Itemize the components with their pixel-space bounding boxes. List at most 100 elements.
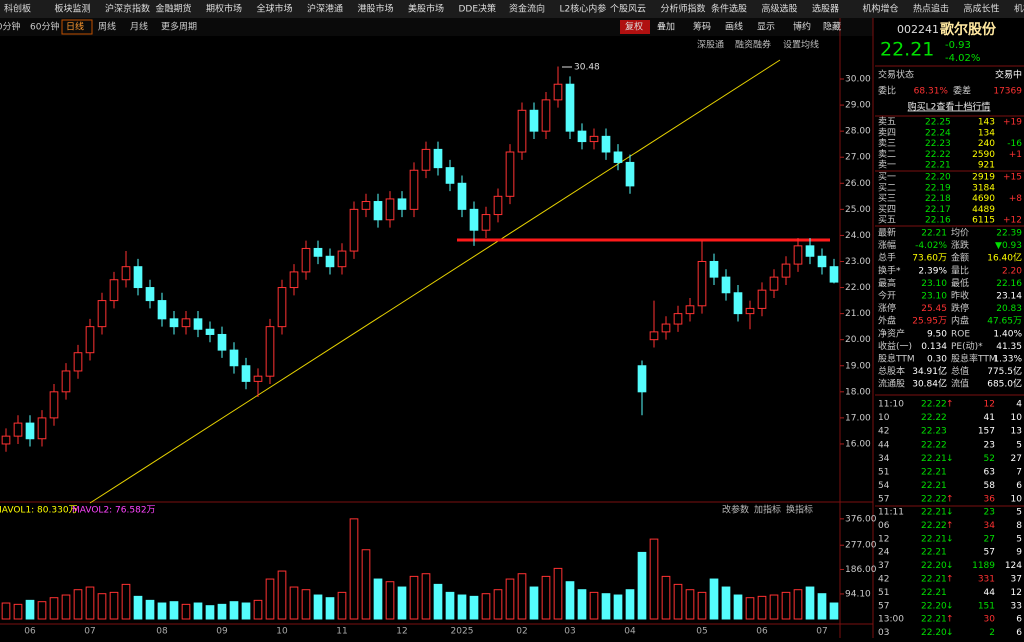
candle-body <box>217 333 227 351</box>
period-button[interactable]: 60分钟 <box>30 21 59 33</box>
tool-button[interactable]: 复权 <box>625 21 643 33</box>
candle-body <box>325 255 335 268</box>
toolbar <box>0 18 873 36</box>
stat-value: 22.16 <box>996 279 1022 289</box>
candle-body <box>157 300 167 320</box>
menu-item[interactable]: 热点追击 <box>913 3 949 15</box>
tick-volume: 41 <box>984 413 995 423</box>
menu-item[interactable]: 分析师指数 <box>661 3 706 15</box>
menu-item[interactable]: 个股风云 <box>610 4 646 15</box>
book-price: 22.16 <box>925 216 951 226</box>
tick-volume: 157 <box>978 427 995 437</box>
stat-value: 22.39 <box>996 229 1022 239</box>
book-label: 卖一 <box>878 160 896 171</box>
menu-item[interactable]: DDE决策 <box>459 3 497 15</box>
tool-button[interactable]: 叠加 <box>657 22 675 33</box>
tick-count: 9 <box>1016 548 1022 558</box>
candle-body <box>697 260 707 307</box>
menu-item[interactable]: 沪深京指数 <box>105 3 150 15</box>
price-change-pct: -4.02% <box>945 53 980 64</box>
period-button[interactable]: 月线 <box>130 21 148 33</box>
candle-body <box>85 326 95 354</box>
candle-body <box>781 263 791 278</box>
tick-volume: 2 <box>989 628 995 638</box>
candle-body <box>229 349 239 367</box>
stat-value: 2.39% <box>918 266 947 276</box>
tool-button[interactable]: 显示 <box>757 22 775 33</box>
menu-item[interactable]: L2核心内参 <box>560 3 607 15</box>
tick-direction: ↓ <box>946 508 954 518</box>
x-tick-label: 2025 <box>451 627 474 637</box>
stat-label: ROE <box>951 329 970 339</box>
candle-body <box>601 135 611 153</box>
menu-item[interactable]: 机构 <box>1014 3 1024 15</box>
period-button[interactable]: 日线 <box>66 21 84 33</box>
menu-item[interactable]: 金融期货 <box>156 3 192 15</box>
panel-button[interactable]: 改参数 <box>722 504 749 516</box>
stat-value: 23.10 <box>921 292 947 302</box>
candle-body <box>49 391 59 419</box>
sub-tool[interactable]: 深股通 <box>697 40 724 51</box>
book-price: 22.24 <box>925 128 951 138</box>
candle-body <box>13 422 23 437</box>
sub-tool[interactable]: 设置均线 <box>783 39 819 51</box>
menu-item[interactable]: 板块监测 <box>55 3 91 15</box>
book-label: 卖四 <box>878 127 896 138</box>
stock-code: 002241 <box>897 23 939 36</box>
tick-time: 51 <box>878 588 889 598</box>
period-button[interactable]: 周线 <box>98 21 116 33</box>
tick-price: 22.21 <box>921 588 947 598</box>
label: 委差 <box>953 85 971 97</box>
tick-time: 13:00 <box>878 615 904 625</box>
menu-item[interactable]: 期权市场 <box>206 3 242 15</box>
volume-tick-label: 94.10 <box>845 589 871 599</box>
menu-item[interactable]: 高级选股 <box>762 3 798 15</box>
volume-bar <box>121 583 131 620</box>
sub-tool[interactable]: 融资融券 <box>735 39 771 51</box>
volume-bar <box>97 593 107 620</box>
menu-item[interactable]: 美股市场 <box>408 3 444 15</box>
volume-bar <box>757 595 767 620</box>
tick-direction: ↓ <box>946 628 954 638</box>
candle-body <box>769 276 779 291</box>
stat-value: 23.10 <box>921 279 947 289</box>
period-button[interactable]: 30分钟 <box>0 21 20 33</box>
menu-item[interactable]: 机构增仓 <box>863 3 899 15</box>
menu-item[interactable]: 条件选股 <box>711 3 747 15</box>
period-button[interactable]: 更多周期 <box>161 21 197 33</box>
tool-button[interactable]: 隐藏 <box>823 21 841 33</box>
menu-item[interactable]: 沪深港通 <box>307 3 343 15</box>
stat-value: 34.91亿 <box>912 365 947 377</box>
menu-item[interactable]: 选股器 <box>812 3 839 15</box>
stat-value: 30.84亿 <box>912 378 947 390</box>
menu-item[interactable]: 高成长性 <box>964 3 1000 15</box>
tick-time: 54 <box>878 481 890 491</box>
book-delta: +12 <box>1003 216 1022 226</box>
volume-bar <box>313 594 323 620</box>
book-volume: 2919 <box>972 173 995 183</box>
menu-item[interactable]: 资金流向 <box>509 3 545 15</box>
volume-bar <box>61 594 71 620</box>
tick-time: 10 <box>878 413 890 423</box>
tick-count: 33 <box>1011 601 1022 611</box>
stat-value: 41.35 <box>996 342 1022 352</box>
volume-bar <box>109 591 119 620</box>
tick-price: 22.21 <box>921 575 947 585</box>
tool-button[interactable]: 画线 <box>725 21 743 33</box>
tool-button[interactable]: 筹码 <box>693 21 711 33</box>
book-label: 卖五 <box>878 117 896 128</box>
tick-price: 22.21 <box>921 454 947 464</box>
volume-bar <box>733 594 743 620</box>
panel-button[interactable]: 加指标 <box>754 504 781 516</box>
candle-body <box>205 328 215 335</box>
panel-button[interactable]: 换指标 <box>786 504 813 516</box>
menu-item[interactable]: 科创板 <box>4 3 31 15</box>
volume-bar <box>613 594 623 620</box>
tick-count: 5 <box>1016 534 1022 544</box>
menu-item[interactable]: 港股市场 <box>358 3 394 15</box>
tool-button[interactable]: 博约 <box>793 21 811 33</box>
tick-price: 22.23 <box>921 427 947 437</box>
l2-link[interactable]: 购买L2查看十档行情 <box>908 101 991 113</box>
candle-body <box>289 271 299 289</box>
menu-item[interactable]: 全球市场 <box>257 3 293 15</box>
